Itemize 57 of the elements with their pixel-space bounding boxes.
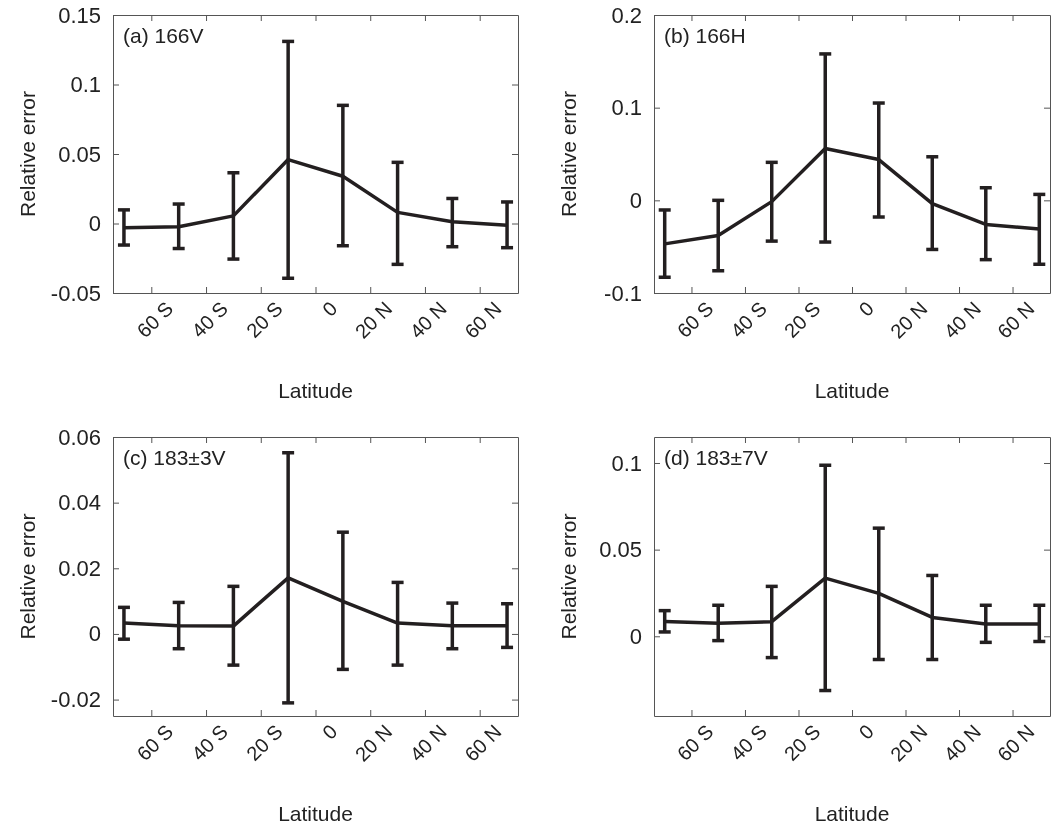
- y-tick-label: 0: [88, 211, 101, 237]
- x-tick-label: 20 N: [350, 297, 397, 343]
- x-tick-label: 40 S: [726, 720, 771, 765]
- x-tick-label: 60 N: [460, 297, 506, 343]
- x-tick-label: 60 S: [132, 297, 178, 342]
- x-tick-label: 20 N: [350, 720, 397, 766]
- x-tick-label: 60 N: [460, 720, 506, 766]
- x-axis-title: Latitude: [278, 379, 353, 402]
- y-tick-label: 0.1: [611, 450, 642, 476]
- x-axis-title: Latitude: [814, 379, 890, 402]
- x-tick-label: 0: [854, 720, 878, 744]
- x-tick-label: 40 N: [939, 297, 985, 343]
- x-tick-label: 40 N: [405, 720, 451, 766]
- y-axis-title: Relative error: [16, 513, 39, 640]
- x-tick-label: 20 N: [886, 297, 932, 343]
- x-tick-label: 20 S: [779, 297, 825, 342]
- x-tick-label: 0: [318, 297, 342, 321]
- x-tick-label: 20 S: [779, 720, 825, 765]
- x-tick-label: 40 S: [726, 297, 771, 342]
- x-tick-label: 0: [318, 720, 342, 744]
- x-tick-label: 20 S: [242, 720, 287, 765]
- y-tick-label: 0.02: [58, 555, 101, 581]
- y-axis-title: Relative error: [16, 90, 39, 218]
- y-tick-label: -0.05: [50, 280, 101, 306]
- y-tick-label: 0: [629, 623, 642, 649]
- x-tick-label: 20 S: [242, 297, 287, 342]
- x-tick-label: 60 S: [132, 720, 178, 765]
- x-tick-label: 40 N: [405, 297, 451, 343]
- x-tick-label: 40 S: [187, 720, 232, 765]
- chart-title: (d) 183±7V: [664, 446, 768, 469]
- y-axis-title: Relative error: [557, 90, 580, 218]
- x-tick-label: 60 N: [993, 720, 1039, 766]
- chart-title: (b) 166H: [664, 24, 746, 47]
- x-tick-label: 40 N: [939, 720, 985, 766]
- y-tick-label: 0.1: [611, 95, 642, 121]
- y-tick-label: 0.05: [599, 537, 642, 563]
- x-axis-title: Latitude: [814, 802, 890, 825]
- x-tick-label: 60 N: [993, 297, 1039, 343]
- x-tick-label: 60 S: [672, 297, 718, 342]
- chart-title: (a) 166V: [123, 24, 204, 47]
- y-tick-label: 0.06: [58, 424, 101, 450]
- y-tick-label: -0.02: [50, 687, 101, 713]
- x-tick-label: 20 N: [886, 720, 932, 766]
- x-tick-label: 60 S: [672, 720, 718, 765]
- y-axis-title: Relative error: [557, 513, 580, 640]
- y-tick-label: 0.15: [58, 2, 101, 28]
- y-tick-label: 0: [629, 187, 642, 213]
- x-tick-label: 40 S: [187, 297, 232, 342]
- y-tick-label: 0.05: [58, 141, 101, 167]
- y-tick-label: 0.04: [58, 490, 101, 516]
- chart-title: (c) 183±3V: [123, 446, 226, 469]
- y-tick-label: -0.1: [604, 280, 642, 306]
- x-axis-title: Latitude: [278, 802, 353, 825]
- y-tick-label: 0.1: [70, 72, 101, 98]
- x-tick-label: 0: [854, 297, 878, 321]
- y-tick-label: 0: [88, 621, 101, 647]
- y-tick-label: 0.2: [611, 2, 642, 28]
